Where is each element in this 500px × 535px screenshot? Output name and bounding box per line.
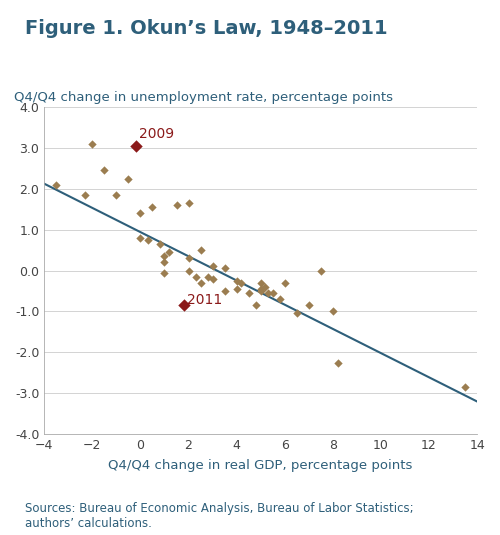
Point xyxy=(262,282,270,291)
Point xyxy=(238,279,246,287)
X-axis label: Q4/Q4 change in real GDP, percentage points: Q4/Q4 change in real GDP, percentage poi… xyxy=(108,459,413,472)
Point xyxy=(196,279,204,287)
Point xyxy=(264,289,272,297)
Text: Figure 1. Okun’s Law, 1948–2011: Figure 1. Okun’s Law, 1948–2011 xyxy=(25,19,388,38)
Point xyxy=(256,279,264,287)
Point xyxy=(160,252,168,261)
Text: Q4/Q4 change in unemployment rate, percentage points: Q4/Q4 change in unemployment rate, perce… xyxy=(14,91,393,104)
Point xyxy=(132,142,140,150)
Point xyxy=(204,272,212,281)
Point xyxy=(276,295,284,303)
Point xyxy=(144,235,152,244)
Point xyxy=(280,279,288,287)
Point xyxy=(124,174,132,183)
Point xyxy=(208,274,216,283)
Point xyxy=(100,166,108,174)
Point xyxy=(81,190,89,199)
Point xyxy=(461,383,469,391)
Text: 2011: 2011 xyxy=(188,293,222,307)
Point xyxy=(184,199,192,208)
Point xyxy=(256,285,264,293)
Point xyxy=(196,246,204,254)
Point xyxy=(232,277,240,285)
Point xyxy=(160,258,168,266)
Point xyxy=(244,289,252,297)
Point xyxy=(148,203,156,211)
Text: Sources: Bureau of Economic Analysis, Bureau of Labor Statistics;
authors’ calcu: Sources: Bureau of Economic Analysis, Bu… xyxy=(25,502,413,530)
Point xyxy=(329,307,337,316)
Point xyxy=(172,201,180,209)
Point xyxy=(136,234,144,242)
Point xyxy=(220,264,228,273)
Point xyxy=(180,301,188,310)
Point xyxy=(184,266,192,275)
Point xyxy=(293,309,301,318)
Point xyxy=(160,268,168,277)
Point xyxy=(305,301,313,310)
Point xyxy=(232,285,240,293)
Point xyxy=(192,272,200,281)
Point xyxy=(88,140,96,148)
Point xyxy=(317,266,325,275)
Point xyxy=(156,240,164,248)
Point xyxy=(268,289,276,297)
Point xyxy=(166,248,173,256)
Point xyxy=(208,262,216,271)
Point xyxy=(112,190,120,199)
Point xyxy=(220,287,228,295)
Point xyxy=(334,358,342,367)
Text: 2009: 2009 xyxy=(139,127,174,141)
Point xyxy=(256,287,264,295)
Point xyxy=(136,209,144,218)
Point xyxy=(52,180,60,189)
Point xyxy=(252,301,260,310)
Point xyxy=(184,254,192,263)
